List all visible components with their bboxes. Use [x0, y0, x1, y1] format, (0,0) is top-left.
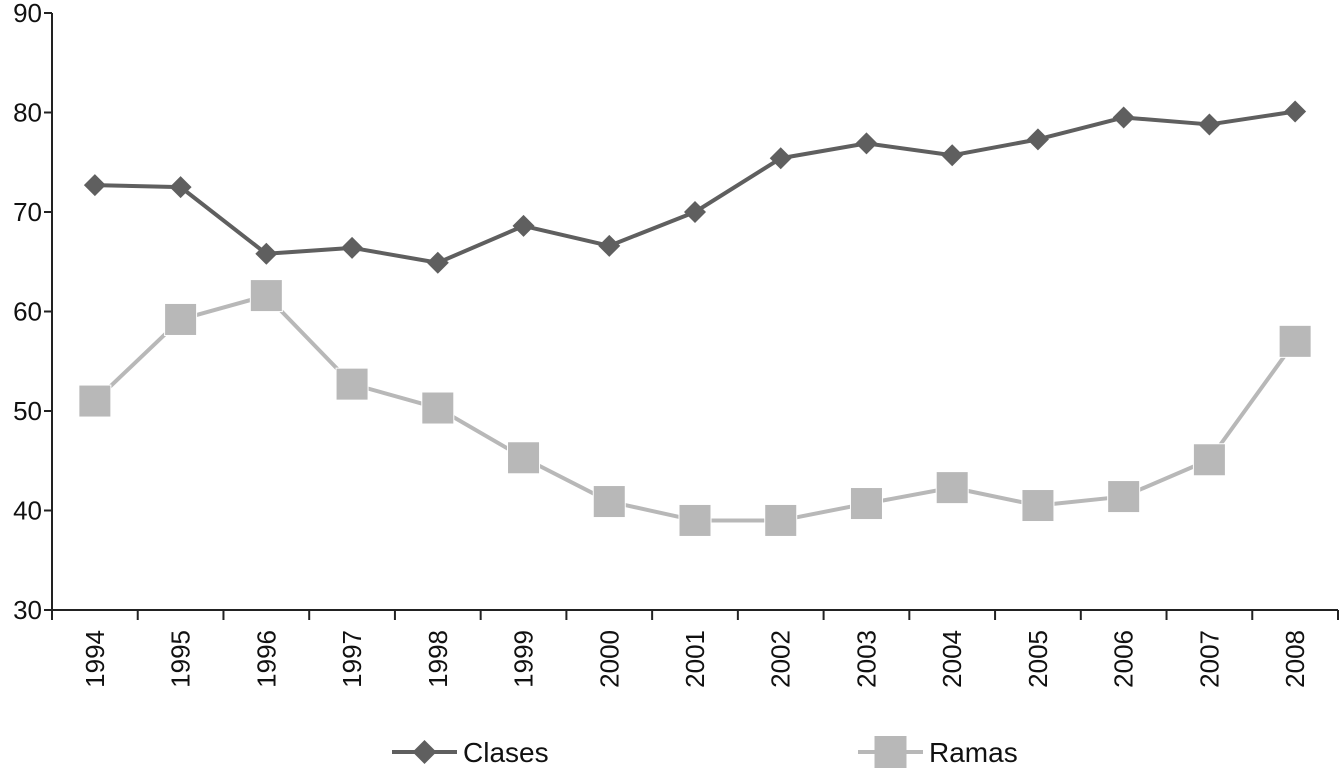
data-point	[1021, 489, 1055, 523]
legend-marker	[412, 740, 437, 764]
legend-marker	[874, 736, 907, 768]
data-point	[512, 214, 535, 237]
data-point	[249, 279, 283, 313]
y-tick-label: 50	[13, 396, 42, 426]
data-point	[169, 176, 192, 199]
data-point	[421, 391, 455, 425]
legend-item-clases: Clases	[392, 737, 549, 768]
x-tick-label: 2008	[1280, 630, 1310, 688]
x-tick-label: 2005	[1023, 630, 1053, 688]
x-tick-label: 2007	[1194, 630, 1224, 688]
data-point	[341, 236, 364, 259]
data-point	[592, 485, 626, 519]
series-layer	[78, 100, 1312, 537]
legend-item-ramas: Ramas	[858, 736, 1018, 768]
x-tick-label: 2004	[937, 630, 967, 688]
data-point	[1112, 106, 1135, 129]
x-tick-label: 2002	[766, 630, 796, 688]
y-tick-label: 80	[13, 98, 42, 128]
data-point	[83, 174, 106, 197]
x-tick-label: 1994	[80, 630, 110, 688]
data-point	[855, 132, 878, 155]
y-tick-label: 70	[13, 197, 42, 227]
data-point	[335, 367, 369, 401]
y-tick-label: 60	[13, 297, 42, 327]
data-point	[426, 251, 449, 274]
series-clases	[83, 100, 1307, 274]
data-point	[941, 144, 964, 167]
x-tick-label: 2006	[1109, 630, 1139, 688]
data-point	[764, 503, 798, 537]
data-point	[1278, 324, 1312, 358]
data-point	[684, 201, 706, 223]
x-tick-label: 2003	[851, 630, 881, 688]
data-point	[1107, 480, 1141, 514]
legend: Clases Ramas	[392, 736, 1018, 768]
data-point	[1026, 128, 1049, 151]
x-tick-label: 1995	[166, 630, 196, 688]
data-point	[1198, 113, 1221, 136]
x-tick-label: 2001	[680, 630, 710, 688]
x-tick-label: 1999	[509, 630, 539, 688]
y-tick-label: 30	[13, 595, 42, 625]
legend-label: Ramas	[929, 737, 1018, 768]
data-point	[598, 234, 621, 257]
y-tick-label: 90	[13, 0, 42, 28]
series-ramas	[78, 279, 1312, 537]
y-tick-label: 40	[13, 496, 42, 526]
y-axis-ticks: 30 40 50 60 70 80 90	[13, 0, 52, 625]
data-point	[507, 441, 541, 475]
data-point	[935, 471, 969, 505]
data-point	[1192, 443, 1226, 477]
data-point	[164, 302, 198, 336]
legend-label: Clases	[463, 737, 549, 768]
data-point	[255, 242, 278, 265]
x-tick-label: 1997	[337, 630, 367, 688]
x-tick-label: 1996	[251, 630, 281, 688]
data-point	[1284, 100, 1307, 123]
data-point	[78, 384, 112, 418]
x-tick-label: 1998	[423, 630, 453, 688]
data-point	[678, 503, 712, 537]
x-tick-label: 2000	[594, 630, 624, 688]
data-point	[849, 487, 883, 521]
data-point	[769, 147, 792, 170]
series-line	[94, 109, 1296, 265]
x-axis-ticks: 1994 1995 1996 1997 1998 1999 2000 2001 2002 2003…	[51, 610, 1339, 688]
